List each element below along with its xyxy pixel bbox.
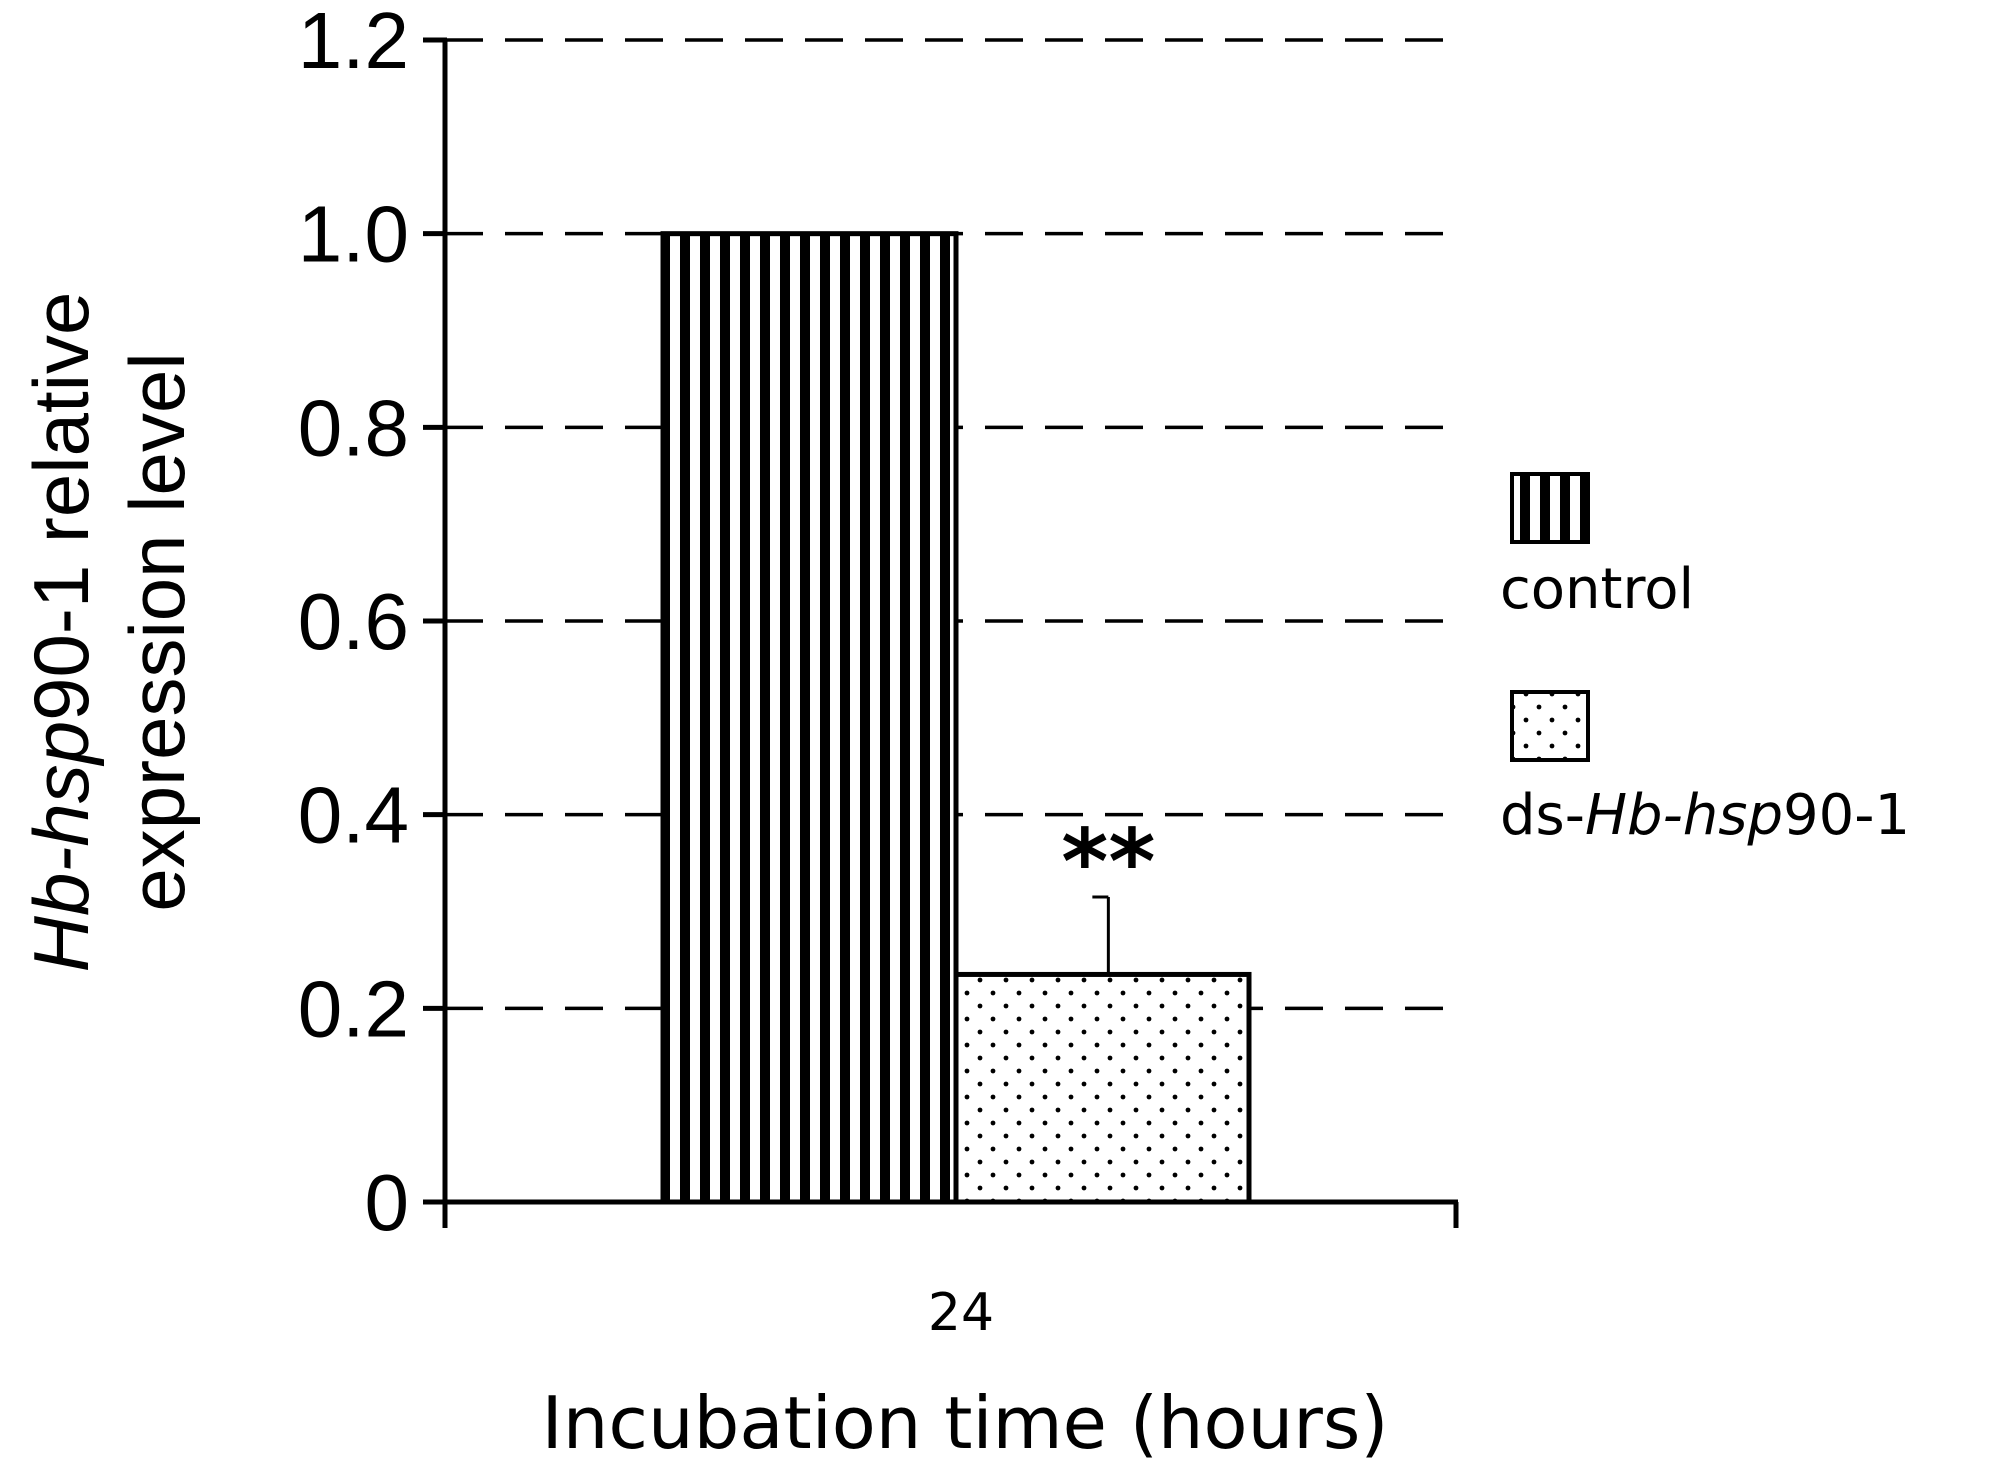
y-tick-label: 0.6 (298, 577, 409, 666)
y-axis-title: Hb-hsp90-1 relative expression level (17, 292, 201, 973)
legend-label-ds: ds-Hb-hsp90-1 (1500, 783, 1910, 848)
bars (660, 231, 1252, 1205)
y-tick-label: 1.2 (298, 0, 409, 85)
y-tick-label: 0.4 (298, 771, 409, 860)
legend-swatch-ds (1510, 690, 1590, 762)
significance-marker: ** (1061, 810, 1155, 915)
y-axis-title-line2: expression level (113, 352, 201, 911)
legend: control ds-Hb-hsp90-1 (1500, 472, 1910, 848)
y-axis: 0 0.2 0.4 0.6 0.8 1.0 1.2 (298, 0, 448, 1247)
legend-swatch-control (1510, 472, 1590, 544)
bar-control (660, 231, 959, 1205)
x-tick-label: 24 (928, 1283, 994, 1343)
bar-ds-hb-hsp90-1 (953, 971, 1252, 1205)
error-bars (1092, 895, 1110, 975)
y-axis-title-line1: Hb-hsp90-1 relative (17, 292, 105, 973)
y-tick-label: 1.0 (298, 190, 409, 279)
x-axis-title: Incubation time (hours) (542, 1381, 1389, 1465)
y-tick-label: 0 (365, 1158, 410, 1247)
x-axis: 24 (425, 1199, 1459, 1343)
y-tick-label: 0.8 (298, 383, 409, 472)
y-tick-label: 0.2 (298, 964, 409, 1053)
legend-label-control: control (1500, 557, 1694, 622)
